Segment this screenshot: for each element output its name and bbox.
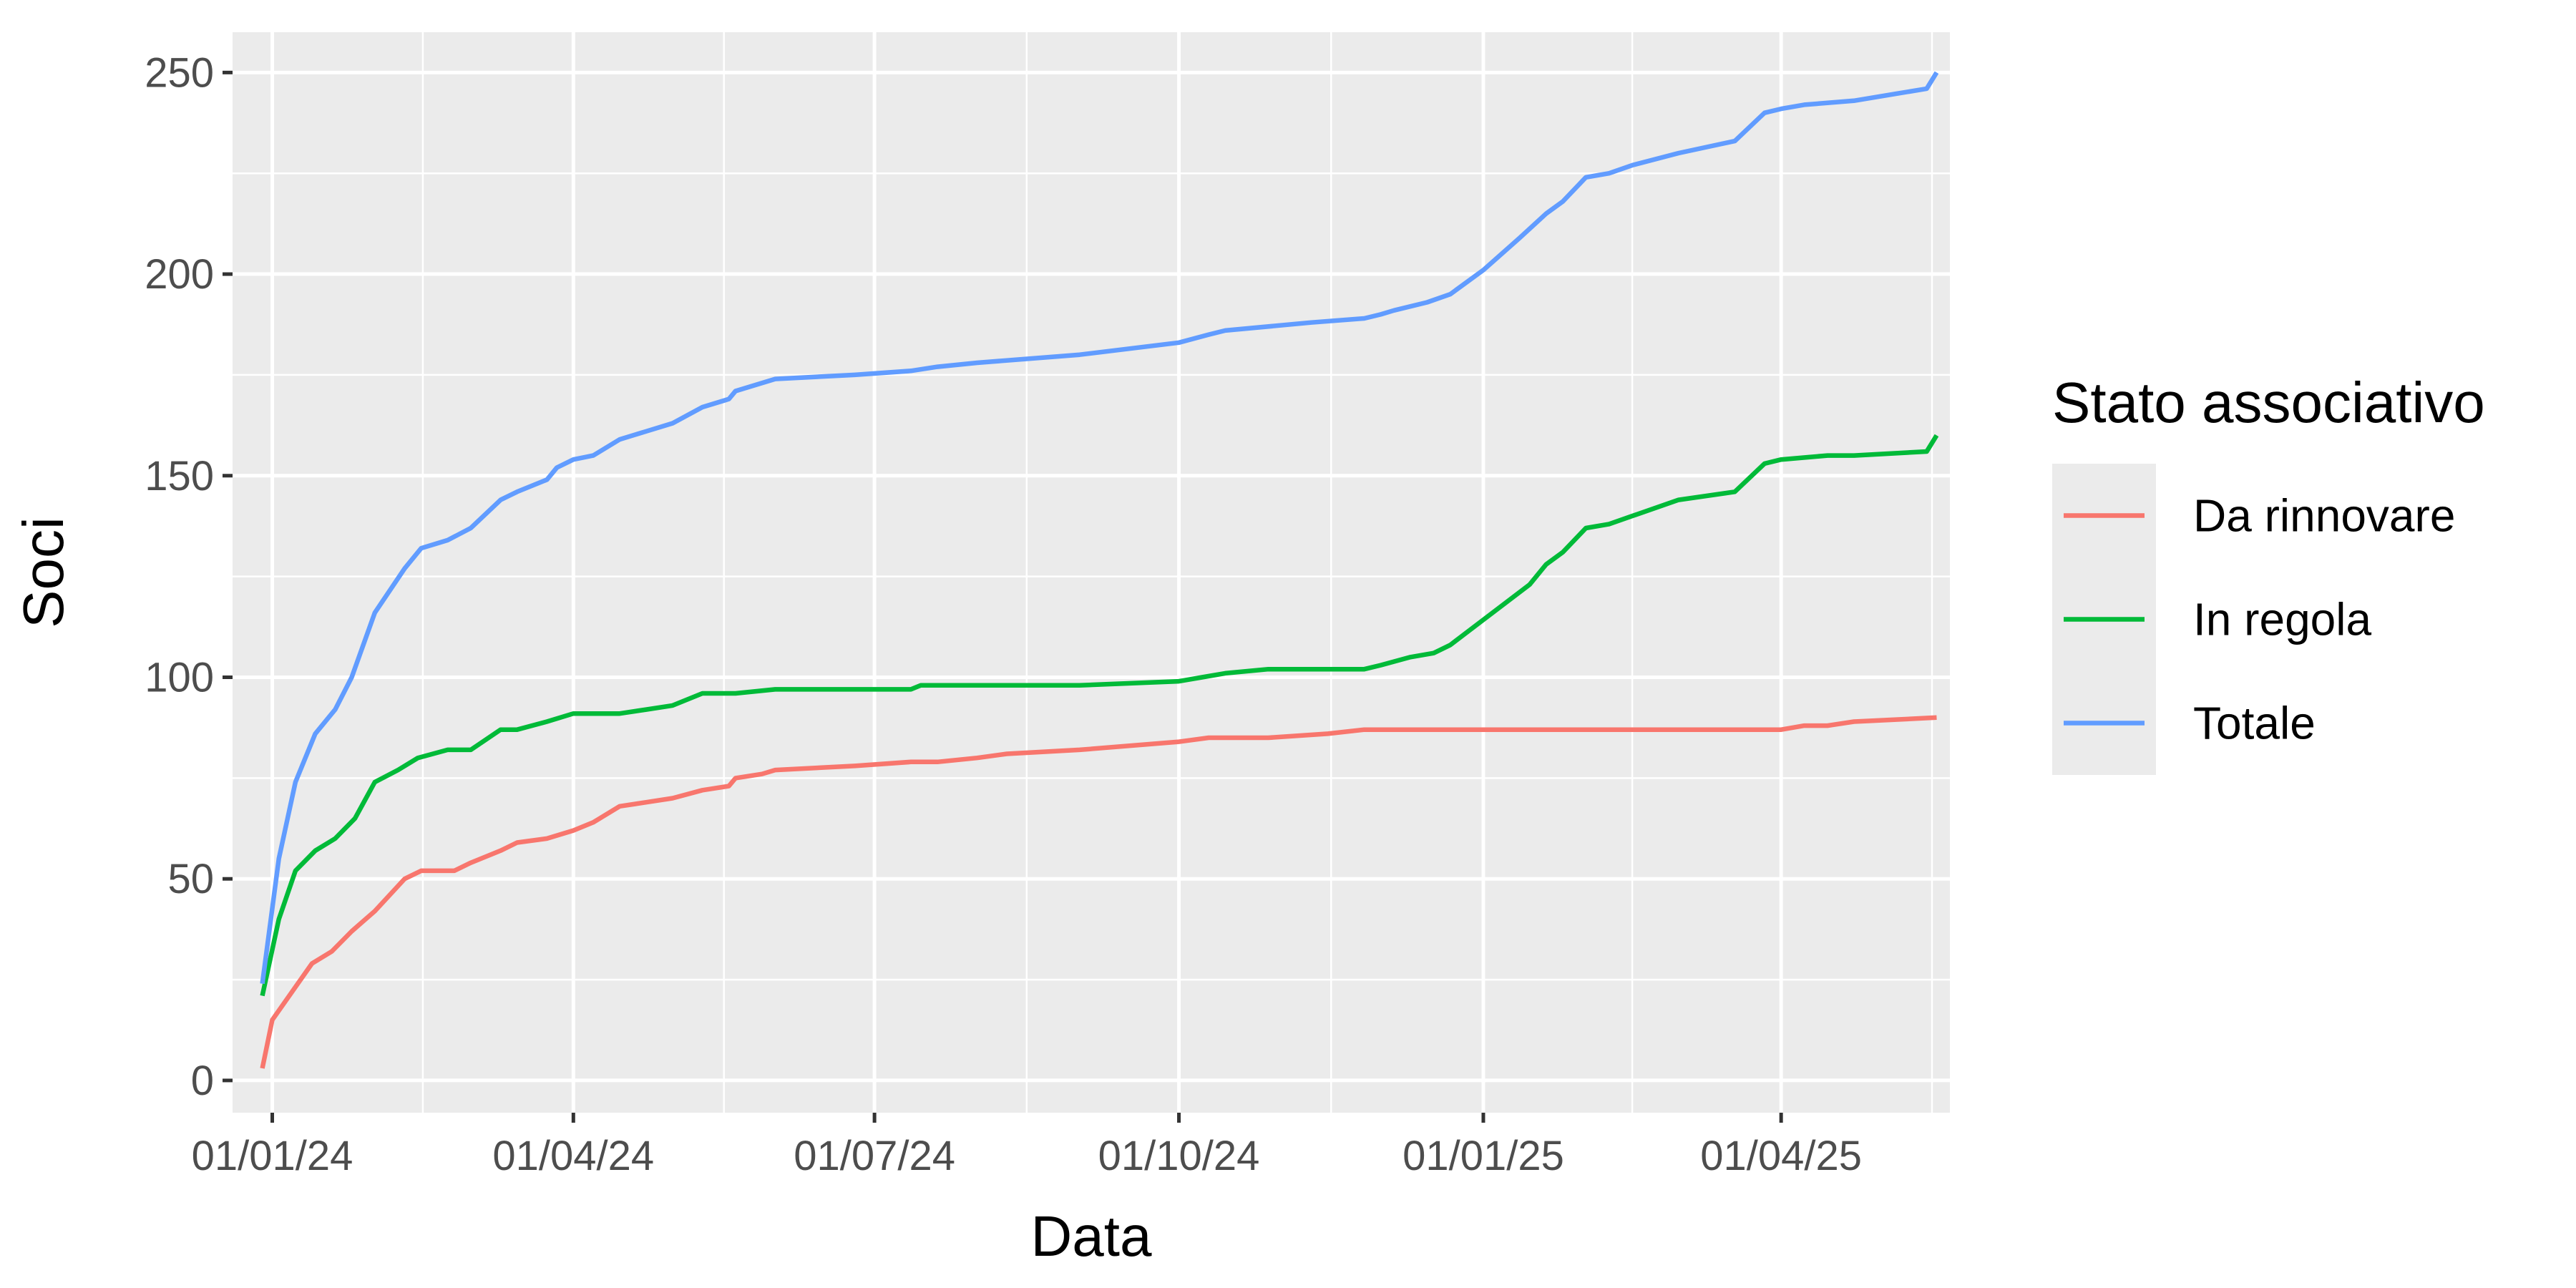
x-tick-label: 01/01/24 bbox=[192, 1133, 353, 1179]
x-tick-label: 01/07/24 bbox=[794, 1133, 955, 1179]
legend-label-2: Totale bbox=[2193, 698, 2316, 749]
y-tick-label: 250 bbox=[145, 49, 214, 96]
y-axis: 0 50 100 150 200 250 bbox=[145, 49, 233, 1104]
series-line-0 bbox=[260, 715, 1937, 1069]
y-tick-label: 150 bbox=[145, 453, 214, 499]
series-lines bbox=[260, 71, 1939, 1069]
y-axis-title: Soci bbox=[11, 517, 75, 628]
legend-label-1: In regola bbox=[2193, 594, 2371, 645]
y-tick-label: 0 bbox=[191, 1058, 214, 1104]
x-tick-label: 01/04/25 bbox=[1700, 1133, 1862, 1179]
series-line-2 bbox=[260, 71, 1939, 985]
legend: Stato associativo Da rinnovare In regola T… bbox=[2052, 371, 2485, 775]
x-tick-label: 01/04/24 bbox=[492, 1133, 654, 1179]
legend-items: Da rinnovare In regola Totale bbox=[2064, 490, 2455, 749]
x-axis: 01/01/24 01/04/24 01/07/24 01/10/24 01/01/25… bbox=[192, 1113, 1862, 1179]
panel-background bbox=[233, 32, 1950, 1113]
series-line-1 bbox=[260, 434, 1939, 997]
y-tick-label: 200 bbox=[145, 251, 214, 298]
x-axis-title: Data bbox=[1031, 1204, 1152, 1268]
y-tick-label: 50 bbox=[167, 856, 214, 902]
plot-panel bbox=[233, 32, 1950, 1113]
y-tick-label: 100 bbox=[145, 654, 214, 701]
legend-label-0: Da rinnovare bbox=[2193, 490, 2455, 542]
legend-title: Stato associativo bbox=[2052, 371, 2485, 434]
gridlines bbox=[233, 32, 1950, 1113]
x-tick-label: 01/10/24 bbox=[1098, 1133, 1260, 1179]
x-tick-label: 01/01/25 bbox=[1402, 1133, 1564, 1179]
